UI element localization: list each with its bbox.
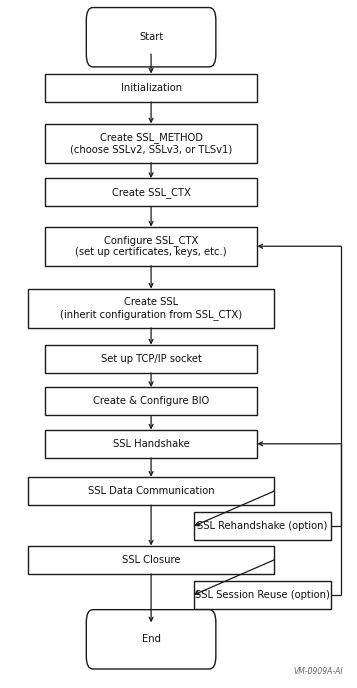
Text: Initialization: Initialization: [121, 83, 182, 93]
Text: Set up TCP/IP socket: Set up TCP/IP socket: [101, 354, 201, 364]
Text: SSL Handshake: SSL Handshake: [113, 439, 190, 449]
Bar: [45, 345, 257, 373]
Text: End: End: [142, 634, 161, 645]
FancyBboxPatch shape: [86, 8, 216, 67]
Bar: [45, 178, 257, 206]
Bar: [194, 512, 331, 540]
Bar: [45, 74, 257, 102]
Bar: [28, 477, 275, 505]
Text: SSL Session Reuse (option): SSL Session Reuse (option): [195, 590, 330, 600]
Bar: [194, 581, 331, 609]
Text: VM-0909A-AI: VM-0909A-AI: [293, 667, 343, 676]
Bar: [28, 546, 275, 574]
Bar: [28, 289, 275, 327]
FancyBboxPatch shape: [86, 610, 216, 669]
Text: SSL Closure: SSL Closure: [122, 555, 180, 565]
Bar: [45, 429, 257, 458]
Bar: [45, 124, 257, 162]
Text: Create & Configure BIO: Create & Configure BIO: [93, 396, 209, 407]
Text: Create SSL_METHOD
(choose SSLv2, SSLv3, or TLSv1): Create SSL_METHOD (choose SSLv2, SSLv3, …: [70, 132, 232, 154]
Bar: [45, 226, 257, 266]
Text: Create SSL
(inherit configuration from SSL_CTX): Create SSL (inherit configuration from S…: [60, 297, 242, 319]
Text: Configure SSL_CTX
(set up certificates, keys, etc.): Configure SSL_CTX (set up certificates, …: [75, 235, 227, 257]
Text: Start: Start: [139, 32, 163, 42]
Text: SSL Rehandshake (option): SSL Rehandshake (option): [197, 521, 328, 531]
Text: SSL Data Communication: SSL Data Communication: [88, 486, 215, 496]
Text: Create SSL_CTX: Create SSL_CTX: [112, 187, 191, 197]
Bar: [45, 387, 257, 416]
